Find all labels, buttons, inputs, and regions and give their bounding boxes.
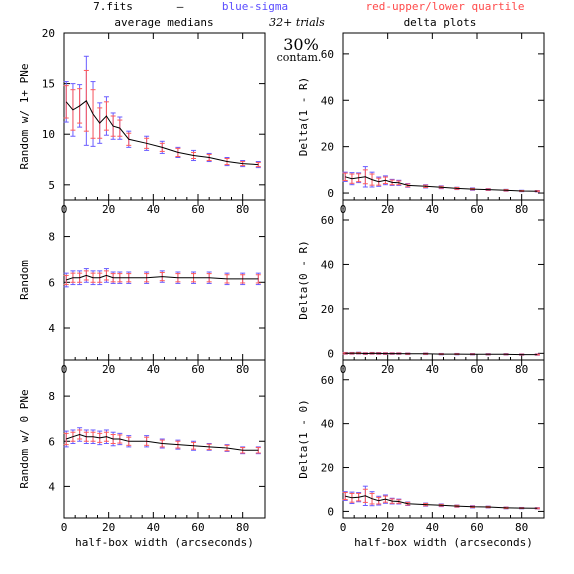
x-tick-label: 80 bbox=[236, 203, 249, 216]
contamination-label: contam. bbox=[277, 51, 322, 64]
panel-delta-1-0: 0 20 40 60 80 0 20 40 60 Delta(1 - 0) half-box wid… bbox=[297, 359, 545, 549]
x-tick-label: 60 bbox=[191, 363, 204, 376]
error-bar bbox=[240, 160, 246, 168]
y-axis-label: Delta(1 - R) bbox=[297, 77, 310, 156]
y-tick-label: 60 bbox=[321, 214, 334, 227]
x-tick-label: 40 bbox=[426, 203, 439, 216]
median-line bbox=[345, 495, 538, 509]
x-tick-label: 80 bbox=[515, 203, 528, 216]
plot-frame bbox=[342, 32, 545, 201]
left-column-title: average medians bbox=[114, 16, 213, 29]
x-tick-label: 60 bbox=[470, 363, 483, 376]
legend-blue-label: blue-sigma bbox=[222, 0, 288, 13]
x-tick-label: 80 bbox=[515, 363, 528, 376]
x-tick-label: 60 bbox=[470, 521, 483, 534]
median-line bbox=[65, 100, 259, 166]
x-tick-label: 20 bbox=[102, 521, 115, 534]
x-tick-label: 40 bbox=[147, 363, 160, 376]
y-tick-label: 20 bbox=[42, 27, 55, 40]
error-bar bbox=[438, 185, 444, 190]
error-bar bbox=[175, 146, 181, 158]
x-tick-label: 60 bbox=[470, 203, 483, 216]
y-tick-label: 10 bbox=[42, 128, 55, 141]
y-tick-label: 40 bbox=[321, 258, 334, 271]
error-bar bbox=[405, 183, 411, 188]
x-tick-label: 40 bbox=[426, 363, 439, 376]
x-tick-label: 40 bbox=[147, 203, 160, 216]
y-tick-label: 60 bbox=[321, 48, 334, 61]
x-tick-label: 20 bbox=[381, 203, 394, 216]
plot-frame bbox=[342, 359, 545, 519]
y-tick-label: 60 bbox=[321, 374, 334, 387]
right-column-title: delta plots bbox=[404, 16, 477, 29]
y-tick-label: 40 bbox=[321, 418, 334, 431]
y-tick-label: 4 bbox=[48, 480, 55, 493]
error-bar bbox=[103, 429, 109, 445]
legend-red-label: red-upper/lower quartile bbox=[366, 0, 525, 13]
plot-frame bbox=[63, 199, 266, 361]
y-tick-label: 40 bbox=[321, 94, 334, 107]
median-line bbox=[66, 274, 259, 281]
error-bar bbox=[240, 272, 246, 286]
contamination-percent: 30% bbox=[283, 35, 319, 54]
error-bar bbox=[389, 178, 395, 186]
y-axis-label: Delta(1 - 0) bbox=[297, 399, 310, 478]
x-tick-label: 40 bbox=[147, 521, 160, 534]
error-bar bbox=[83, 268, 89, 283]
error-bar bbox=[362, 166, 368, 188]
x-axis-label: half-box width (arcseconds) bbox=[75, 536, 254, 549]
x-tick-label: 20 bbox=[102, 363, 115, 376]
y-axis-label: Random w/ 1+ PNe bbox=[18, 64, 31, 170]
y-tick-label: 8 bbox=[48, 390, 55, 403]
plot-frame bbox=[342, 199, 545, 361]
y-tick-label: 15 bbox=[42, 78, 55, 91]
panel-avg-0pne: 0 20 40 60 80 4 6 8 Random w/ 0 PNe half-box widt… bbox=[18, 359, 266, 549]
x-tick-label: 80 bbox=[515, 521, 528, 534]
x-tick-label: 20 bbox=[102, 203, 115, 216]
file-name: 7.fits bbox=[93, 0, 133, 13]
y-tick-label: 20 bbox=[321, 141, 334, 154]
y-axis-label: Delta(0 - R) bbox=[297, 240, 310, 319]
plot-frame bbox=[63, 32, 266, 201]
median-line bbox=[345, 352, 538, 356]
header-dash: – bbox=[177, 0, 184, 13]
y-tick-label: 6 bbox=[48, 276, 55, 289]
x-tick-label: 60 bbox=[191, 203, 204, 216]
x-tick-label: 40 bbox=[426, 521, 439, 534]
x-tick-label: 0 bbox=[61, 521, 68, 534]
error-bar bbox=[240, 446, 246, 455]
y-tick-label: 6 bbox=[48, 435, 55, 448]
median-line bbox=[66, 433, 259, 451]
y-tick-label: 0 bbox=[327, 505, 334, 518]
error-bar bbox=[454, 504, 460, 508]
y-tick-label: 20 bbox=[321, 462, 334, 475]
x-tick-label: 80 bbox=[236, 363, 249, 376]
y-tick-label: 5 bbox=[48, 179, 55, 192]
x-tick-label: 0 bbox=[340, 521, 347, 534]
trials-label: 32+ trials bbox=[269, 16, 325, 29]
y-tick-label: 20 bbox=[321, 303, 334, 316]
y-axis-label: Random bbox=[18, 260, 31, 300]
x-tick-label: 80 bbox=[236, 521, 249, 534]
error-bar bbox=[382, 352, 388, 355]
y-tick-label: 8 bbox=[48, 231, 55, 244]
y-tick-label: 0 bbox=[327, 187, 334, 200]
x-axis-label: half-box width (arcseconds) bbox=[354, 536, 533, 549]
x-tick-label: 20 bbox=[381, 521, 394, 534]
y-axis-label: Random w/ 0 PNe bbox=[18, 389, 31, 488]
y-tick-label: 4 bbox=[48, 322, 55, 335]
error-bar bbox=[470, 505, 476, 509]
x-tick-label: 60 bbox=[191, 521, 204, 534]
y-tick-label: 0 bbox=[327, 347, 334, 360]
error-bar bbox=[423, 184, 429, 189]
x-tick-label: 20 bbox=[381, 363, 394, 376]
error-bar bbox=[454, 186, 460, 191]
median-line bbox=[345, 176, 538, 192]
error-bar bbox=[485, 188, 491, 191]
